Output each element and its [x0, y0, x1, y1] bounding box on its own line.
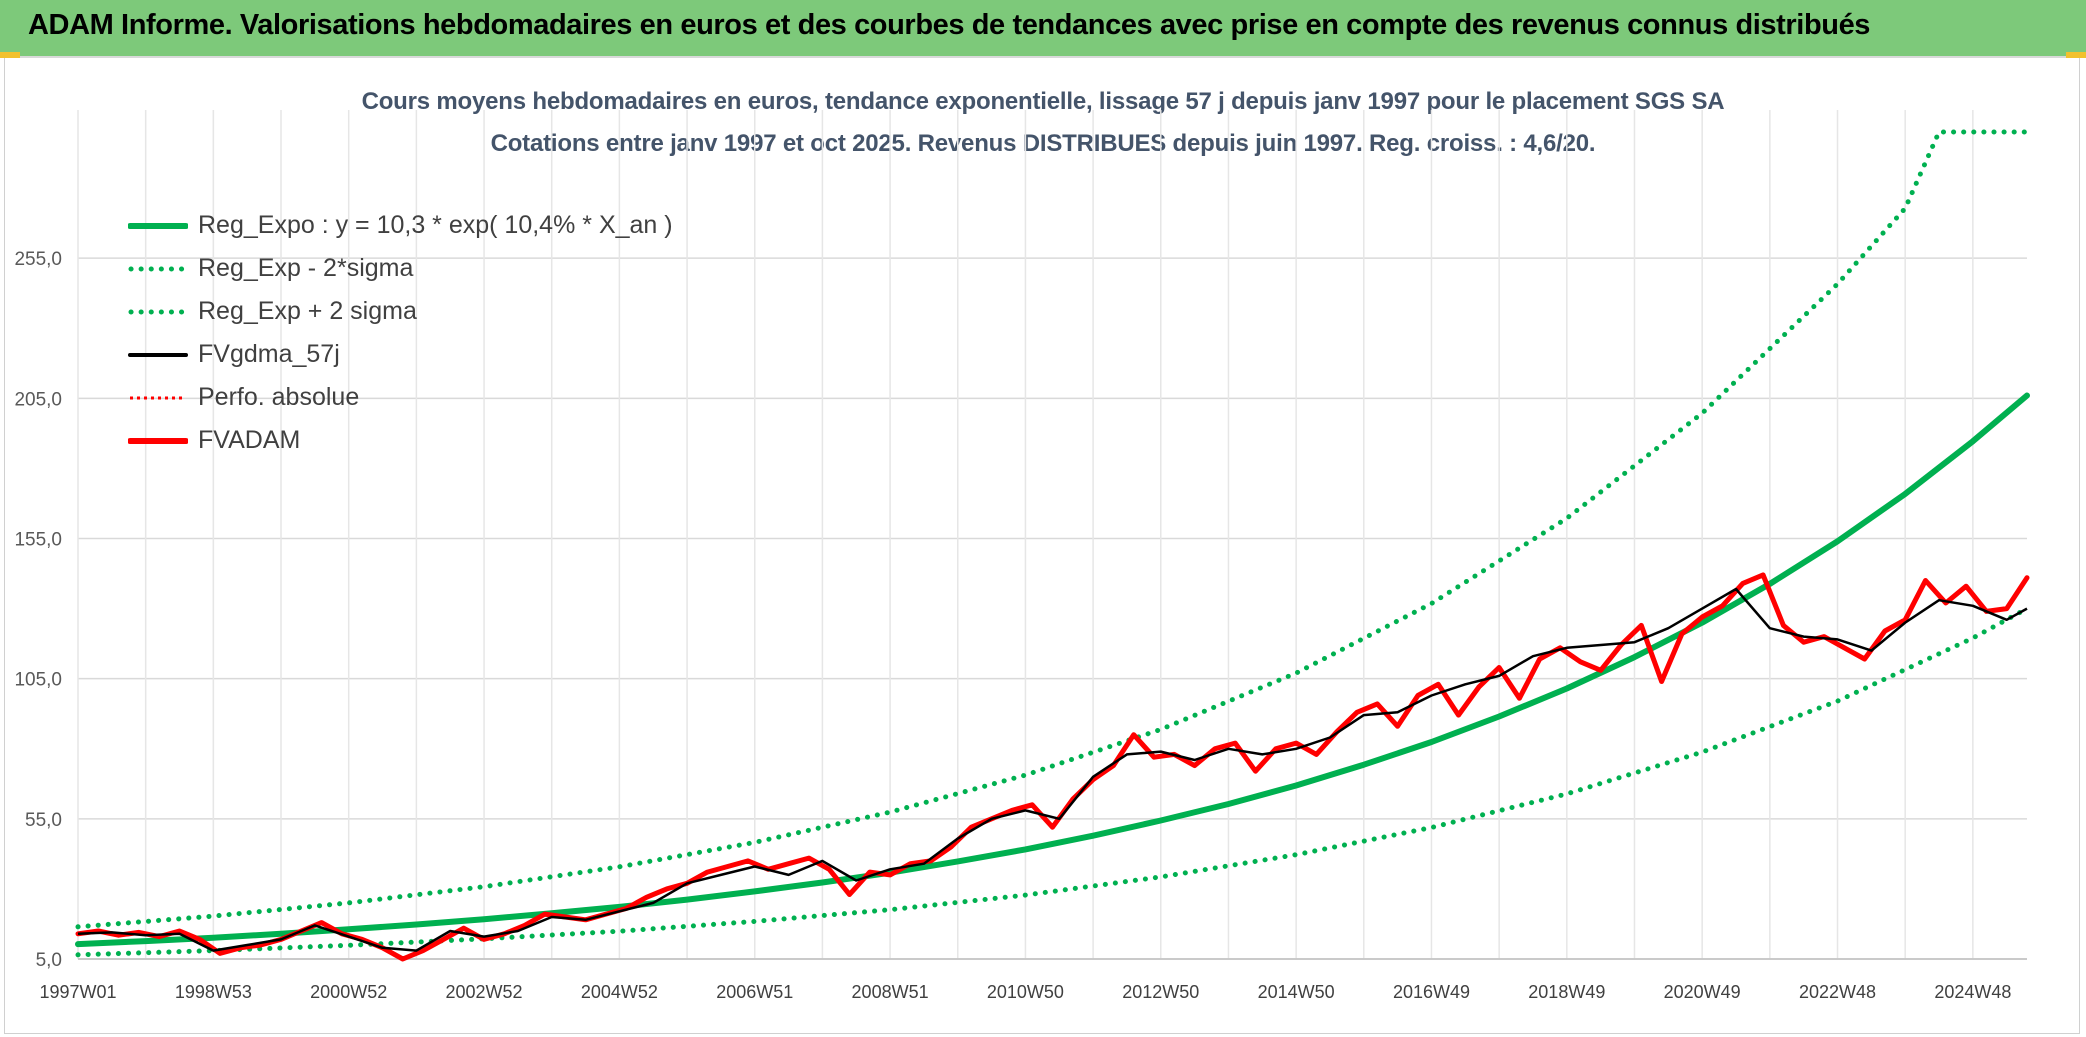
- series-group: [75, 129, 2030, 962]
- x-tick-label: 2012W50: [1122, 982, 1199, 1002]
- legend-swatch-solid-black: [128, 352, 188, 357]
- legend-swatch-dotted-red: [130, 396, 186, 399]
- x-tick-label: 2018W49: [1528, 982, 1605, 1002]
- x-tick-label: 2008W51: [852, 982, 929, 1002]
- x-axis-ticks: 1997W01 1998W53 2000W52 2002W52 2004W52 2006W…: [39, 982, 2011, 1002]
- legend-swatch-dotted-green: [128, 266, 188, 271]
- legend-swatch-dotted-green: [128, 309, 188, 314]
- x-tick-label: 2000W52: [310, 982, 387, 1002]
- legend-label: FVgdma_57j: [198, 340, 340, 368]
- y-tick-label: 55,0: [25, 810, 62, 831]
- series-reg-expo: [75, 392, 2030, 948]
- x-tick-label: 2006W51: [716, 982, 793, 1002]
- legend-swatch-solid-green: [128, 222, 188, 229]
- legend-label: Perfo. absolue: [198, 383, 360, 411]
- x-tick-label: 1998W53: [175, 982, 252, 1002]
- banner-title: ADAM Informe. Valorisations hebdomadaire…: [28, 9, 1871, 41]
- x-tick-label: 2014W50: [1258, 982, 1335, 1002]
- x-tick-label: 2016W49: [1393, 982, 1470, 1002]
- y-tick-label: 5,0: [36, 950, 62, 971]
- legend-item-reg-exp-plus: Reg_Exp + 2 sigma: [128, 290, 673, 333]
- x-tick-label: 2004W52: [581, 982, 658, 1002]
- banner: ADAM Informe. Valorisations hebdomadaire…: [0, 0, 2086, 58]
- chart-subtitle: Cotations entre janv 1997 et oct 2025. R…: [490, 130, 1596, 157]
- legend-label: Reg_Exp + 2 sigma: [198, 297, 417, 325]
- x-tick-label: 2010W50: [987, 982, 1064, 1002]
- series-fvgdma-57j: [77, 587, 2028, 952]
- series-fvadam: [75, 572, 2030, 962]
- legend-label: Reg_Exp - 2*sigma: [198, 254, 414, 282]
- legend: Reg_Expo : y = 10,3 * exp( 10,4% * X_an …: [128, 204, 673, 462]
- y-tick-label: 205,0: [14, 389, 62, 410]
- legend-swatch-solid-red: [128, 437, 188, 444]
- y-tick-label: 155,0: [14, 530, 62, 551]
- legend-label: Reg_Expo : y = 10,3 * exp( 10,4% * X_an …: [198, 211, 673, 239]
- x-tick-label: 2002W52: [446, 982, 523, 1002]
- series-reg-exp-plus-2sigma: [75, 129, 2030, 930]
- x-tick-label: 2020W49: [1664, 982, 1741, 1002]
- grid: [77, 110, 2027, 960]
- legend-item-fvadam: FVADAM: [128, 419, 673, 462]
- legend-label: FVADAM: [198, 426, 301, 454]
- corner-mark-left: [0, 52, 20, 58]
- legend-item-reg-exp-minus: Reg_Exp - 2*sigma: [128, 247, 673, 290]
- legend-item-fvgdma: FVgdma_57j: [128, 333, 673, 376]
- y-tick-label: 255,0: [14, 249, 62, 270]
- legend-item-perfo-absolue: Perfo. absolue: [128, 376, 673, 419]
- y-axis-ticks: 5,0 55,0 105,0 155,0 205,0 255,0: [14, 249, 62, 971]
- x-tick-label: 2022W48: [1799, 982, 1876, 1002]
- chart-title: Cours moyens hebdomadaires en euros, ten…: [361, 88, 1725, 115]
- corner-mark-right: [2066, 52, 2086, 58]
- x-tick-label: 2024W48: [1934, 982, 2011, 1002]
- legend-item-reg-expo: Reg_Expo : y = 10,3 * exp( 10,4% * X_an …: [128, 204, 673, 247]
- series-reg-exp-minus-2sigma: [75, 606, 2030, 958]
- chart-frame: [4, 58, 2080, 1034]
- x-tick-label: 1997W01: [39, 982, 116, 1002]
- y-tick-label: 105,0: [14, 670, 62, 691]
